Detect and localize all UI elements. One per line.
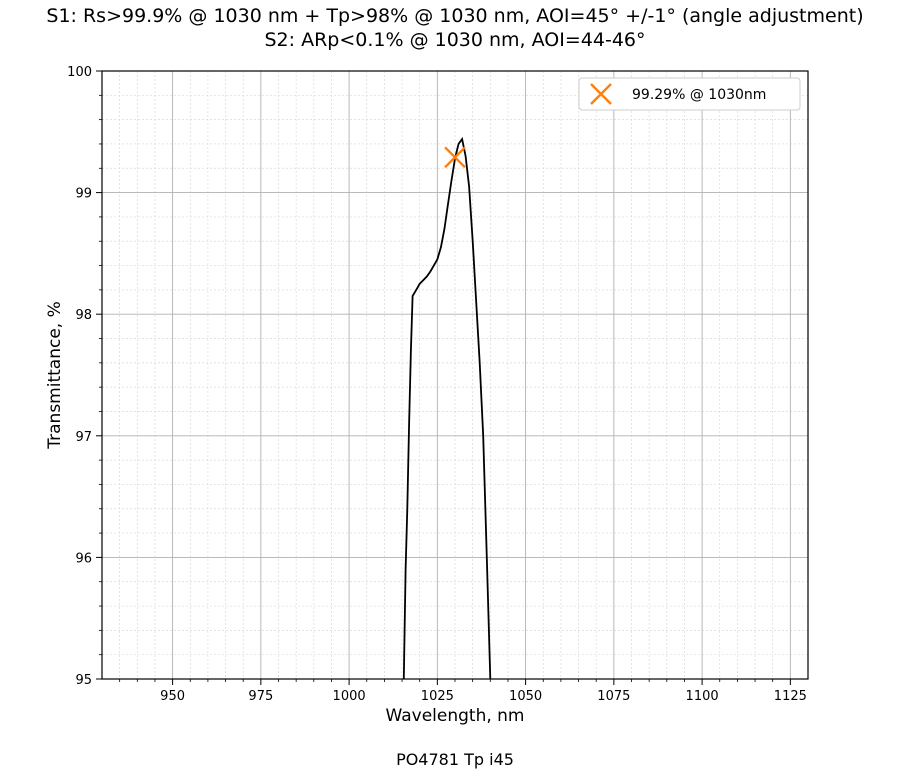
y-tick-label: 96 bbox=[75, 551, 92, 566]
legend-x-stroke bbox=[590, 83, 612, 105]
series-line bbox=[402, 136, 492, 680]
y-tick-label: 98 bbox=[75, 308, 92, 323]
x-tick-label: 1125 bbox=[774, 689, 807, 704]
x-axis-ticks: 950 975 1000 1025 1050 1075 1100 1125 bbox=[119, 679, 807, 704]
chart-title-line2: S2: ARp<0.1% @ 1030 nm, AOI=44-46° bbox=[265, 29, 646, 51]
y-axis-label: Transmittance, % bbox=[45, 301, 65, 450]
legend-label: 99.29% @ 1030nm bbox=[632, 87, 766, 103]
x-tick-label: 1050 bbox=[509, 689, 542, 704]
marker-x-stroke bbox=[444, 146, 466, 169]
y-tick-label: 97 bbox=[75, 430, 92, 445]
legend-marker-icon bbox=[590, 83, 612, 105]
y-tick-label: 99 bbox=[75, 187, 92, 202]
y-tick-label: 100 bbox=[67, 65, 92, 80]
legend: 99.29% @ 1030nm bbox=[578, 77, 801, 111]
marker-point bbox=[444, 146, 466, 169]
y-tick-label: 95 bbox=[75, 673, 92, 688]
x-axis-label: Wavelength, nm bbox=[386, 706, 525, 726]
x-tick-label: 950 bbox=[160, 689, 185, 704]
x-tick-label: 1025 bbox=[421, 689, 454, 704]
x-tick-label: 1000 bbox=[333, 689, 366, 704]
minor-grid bbox=[102, 71, 808, 679]
chart-caption: PO4781 Tp i45 bbox=[396, 750, 514, 769]
y-axis-ticks: 95 96 97 98 99 100 bbox=[67, 65, 102, 688]
x-tick-label: 1075 bbox=[597, 689, 630, 704]
legend-box bbox=[578, 77, 801, 111]
x-tick-label: 1100 bbox=[686, 689, 719, 704]
chart-title-line1: S1: Rs>99.9% @ 1030 nm + Tp>98% @ 1030 n… bbox=[46, 5, 863, 27]
x-tick-label: 975 bbox=[248, 689, 273, 704]
